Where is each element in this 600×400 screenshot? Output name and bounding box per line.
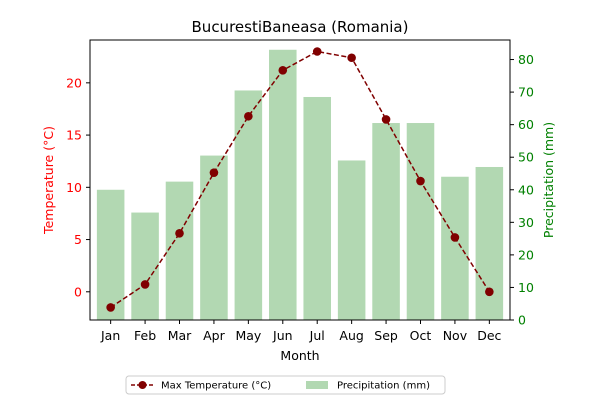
precip-bar-may [234,90,263,320]
x-tick-label-dec: Dec [477,328,501,343]
precip-bar-apr [200,155,228,320]
y-right-tick-label: 50 [518,150,534,165]
chart-title: BucurestiBaneasa (Romania) [192,18,409,36]
y-right-tick-label: 10 [518,280,534,295]
y-right-tick-label: 30 [518,215,534,230]
x-tick-label-apr: Apr [203,328,225,343]
y-right-tick-label: 70 [518,85,534,100]
plot-frame [89,39,511,321]
y-left-tick-label: 15 [66,128,82,143]
y-left-tick-label: 20 [66,75,82,90]
x-tick-label-may: May [235,328,261,343]
temp-point-dec [485,287,494,297]
x-tick-label-aug: Aug [339,328,363,343]
precip-bar-jun [269,49,297,320]
precip-bar-jan [96,189,125,320]
precip-bar-aug [337,160,366,320]
y-right-tick-label: 80 [518,52,534,67]
x-tick-label-oct: Oct [410,328,432,343]
precipitation-bars [96,49,504,320]
precip-bar-dec [475,166,504,320]
x-tick-label-mar: Mar [168,328,192,343]
y-left-tick-label: 0 [74,284,82,299]
temp-point-nov [450,233,460,242]
axes [89,39,511,321]
precip-bar-jul [303,96,331,320]
x-axis-label: Month [280,348,319,363]
temp-point-jan [106,303,115,312]
y-right-tick-label: 60 [518,117,534,132]
temp-point-jul [312,47,322,56]
temp-point-apr [209,168,219,177]
y-right-tick-label: 40 [518,182,534,197]
y-left-tick-label: 5 [74,232,82,247]
legend-precipitation-label: Precipitation (mm) [337,381,430,392]
legend-temperature-label: Max Temperature (°C) [161,381,271,392]
temp-point-mar [175,228,184,238]
temp-point-jun [278,65,288,75]
x-tick-label-feb: Feb [134,328,156,343]
temp-point-may [244,111,253,121]
precip-bar-nov [441,176,469,320]
ticks: Jan Feb Mar Apr May Jun Jul Aug Sep Oct Nov Dec 0 5 10… [66,52,534,343]
precip-bar-feb [131,212,159,320]
temperature-path [110,50,490,309]
precip-bar-mar [165,181,194,320]
precip-bar-sep [372,123,400,320]
precip-bar-oct [406,123,435,320]
temp-point-sep [381,115,391,124]
temp-point-oct [416,176,425,186]
x-tick-label-sep: Sep [374,328,398,343]
y-left-axis-label: Temperature (°C) [41,126,56,235]
temp-point-aug [347,53,356,63]
legend-bar-swatch [306,381,328,389]
x-tick-label-jul: Jul [309,328,325,343]
legend: Max Temperature (°C) Precipitation (mm) [125,375,446,395]
temperature-line [106,47,494,312]
legend-marker-swatch [138,381,147,389]
x-tick-label-nov: Nov [443,328,468,343]
x-tick-label-jan: Jan [100,328,120,343]
legend-box [125,375,446,395]
y-left-tick-label: 10 [66,180,82,195]
y-right-axis-label: Precipitation (mm) [541,122,556,238]
x-tick-label-jun: Jun [272,328,293,343]
y-right-tick-label: 20 [518,247,534,262]
y-right-tick-label: 0 [518,313,526,328]
temp-point-feb [140,280,150,289]
